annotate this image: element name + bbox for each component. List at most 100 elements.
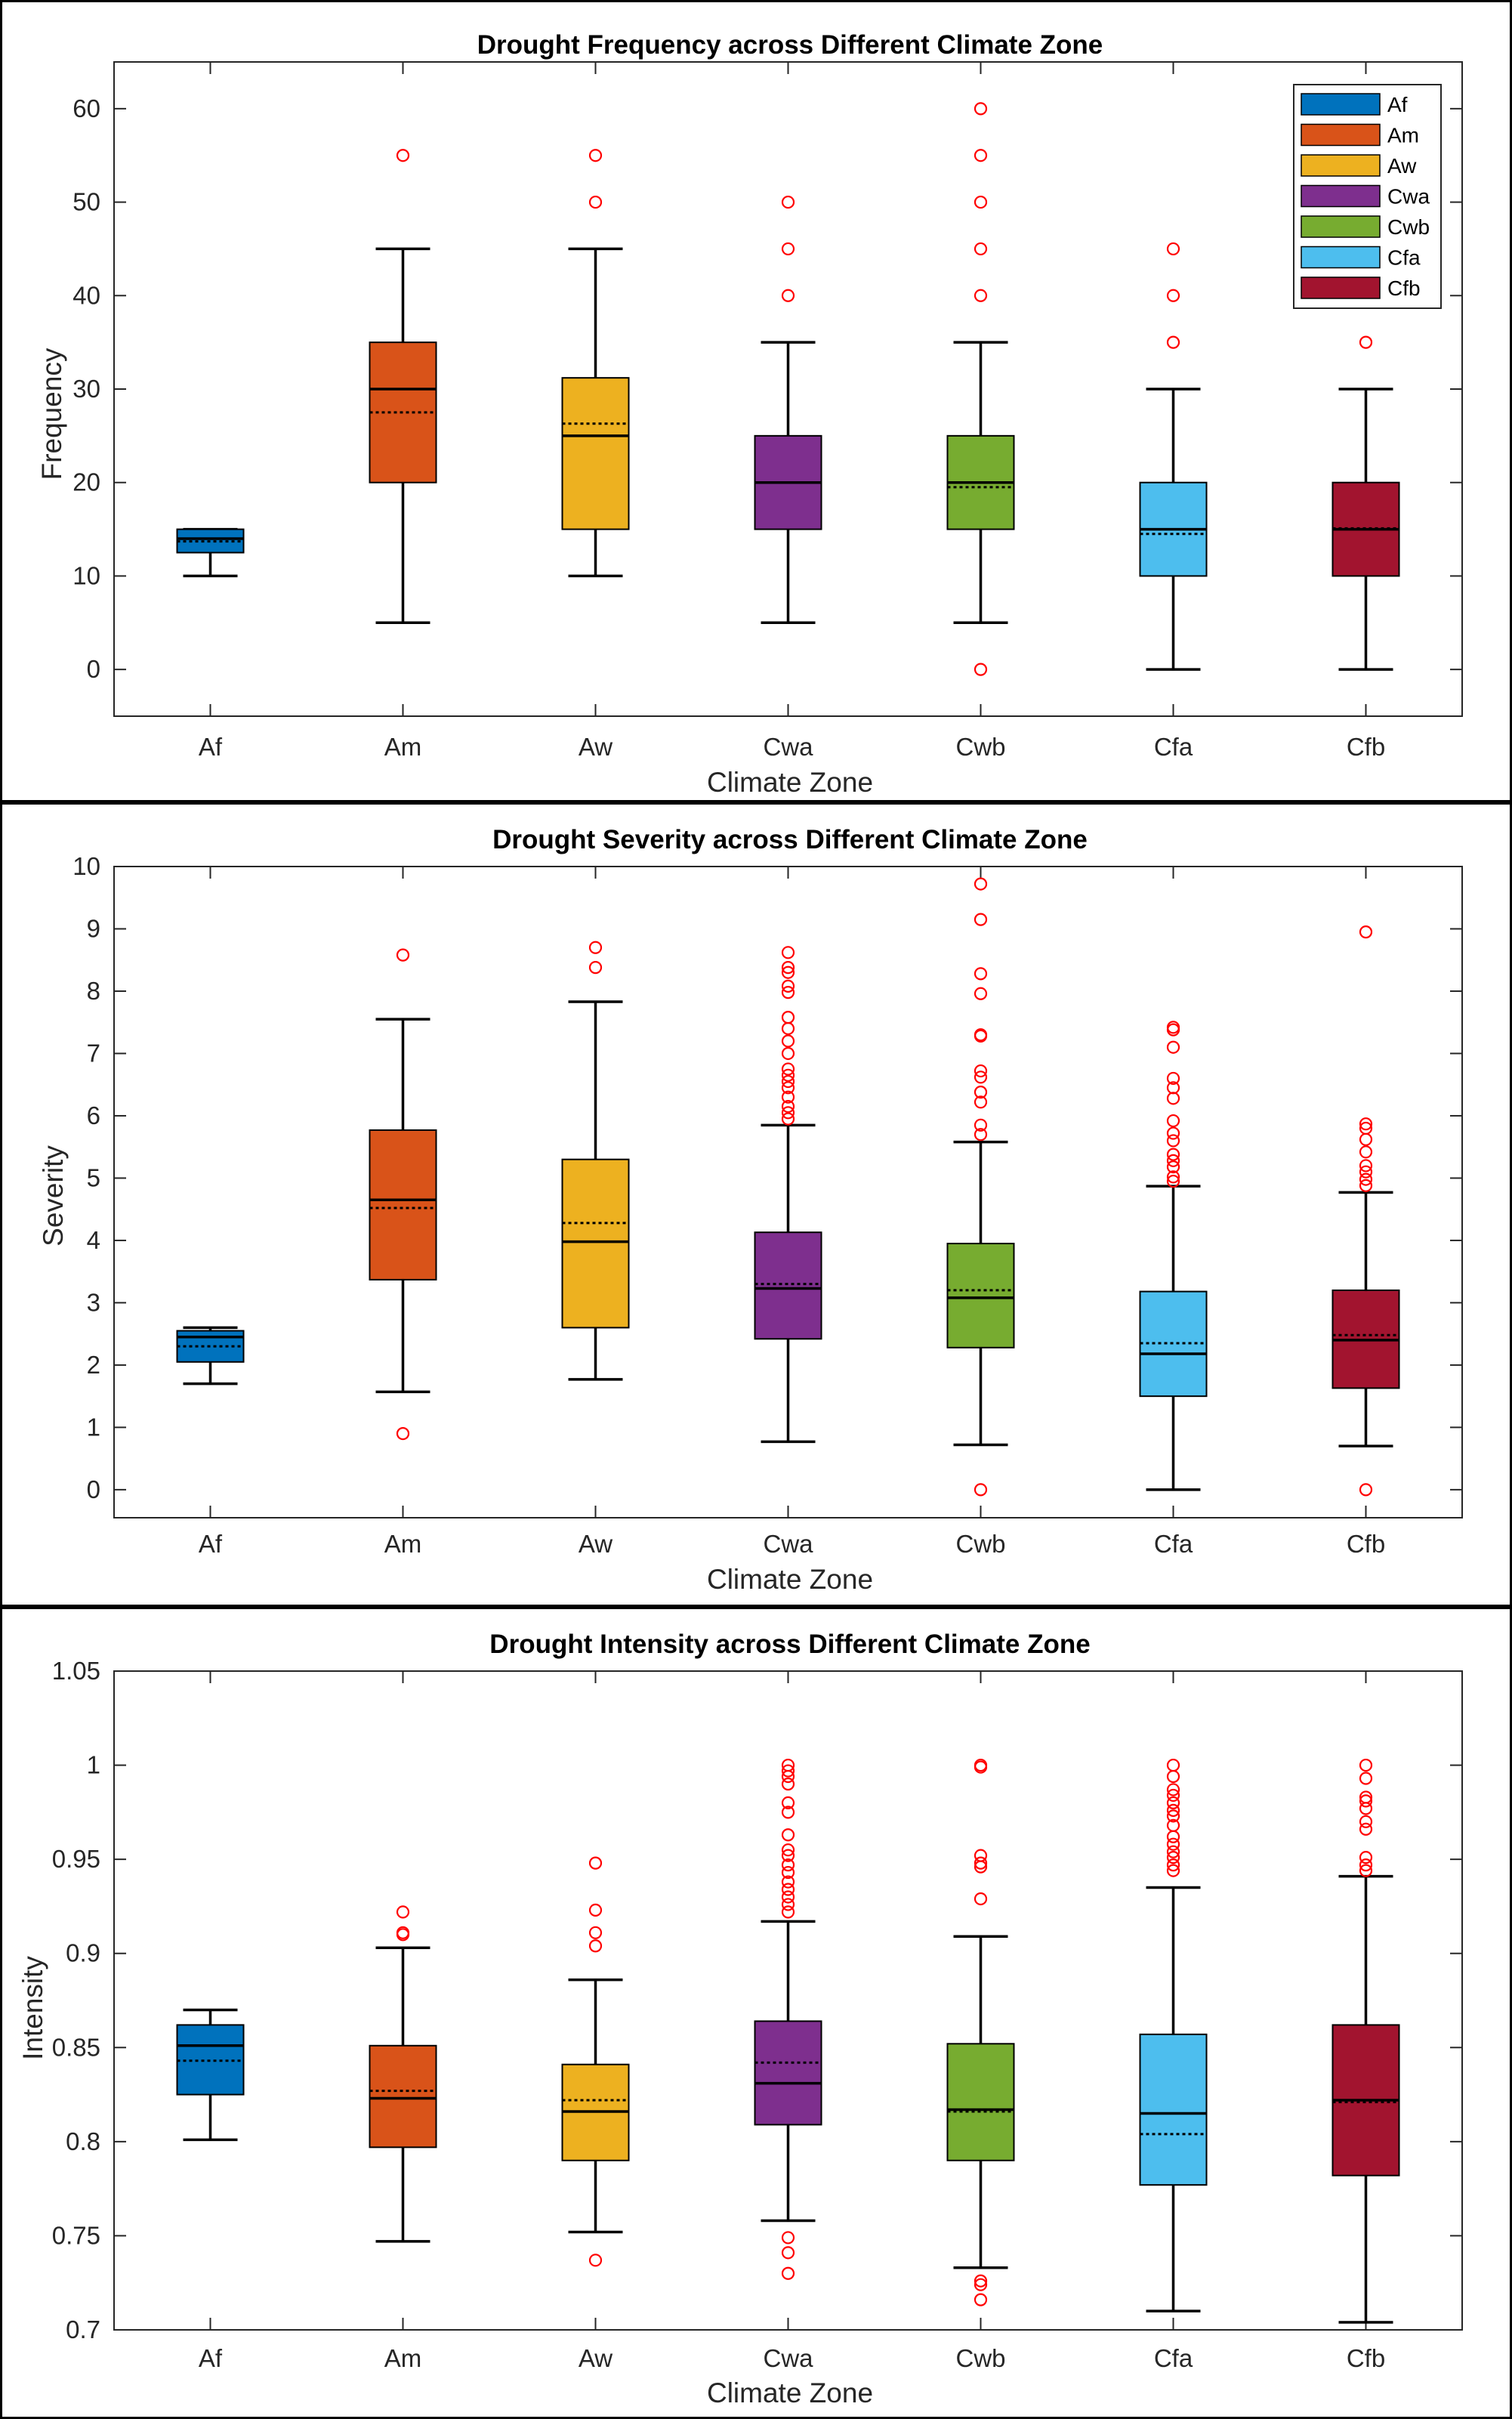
frequency-x-tick-label: Af xyxy=(199,733,223,761)
outlier-point xyxy=(781,1777,795,1791)
severity-x-tick-label: Aw xyxy=(579,1530,613,1558)
intensity-chart: Drought Intensity across Different Clima… xyxy=(17,1630,1463,2408)
severity-box-am xyxy=(369,948,437,1441)
outlier-point xyxy=(974,1095,988,1109)
frequency-box-aw xyxy=(561,149,630,578)
outlier-point xyxy=(974,1483,988,1497)
frequency-x-tick-label: Aw xyxy=(579,733,613,761)
outlier-point xyxy=(1359,1117,1373,1131)
frequency-x-tick-label: Cfb xyxy=(1347,733,1385,761)
outlier-point xyxy=(588,941,603,954)
outlier-point xyxy=(974,2274,988,2288)
intensity-x-tick-label: Af xyxy=(199,2344,223,2372)
intensity-plot-area: 0.7 0.75 0.8 0.85 0.9 0.95 1 1.05 Af Am Aw Cwa Cwb Cf… xyxy=(52,1657,1463,2372)
frequency-x-tick-label: Cwa xyxy=(763,733,813,761)
severity-x-tick-label: Cfa xyxy=(1154,1530,1193,1558)
outlier-point xyxy=(588,1856,603,1870)
severity-y-tick-label: 10 xyxy=(73,852,100,880)
intensity-x-tick-label: Cfb xyxy=(1347,2344,1385,2372)
outlier-point xyxy=(781,1074,795,1089)
outlier-point xyxy=(974,1856,988,1870)
intensity-box-cfa xyxy=(1139,1758,1208,2312)
outlier-point xyxy=(781,1034,795,1048)
outlier-point xyxy=(781,965,795,979)
frequency-legend: Af Am Aw Cwa Cwb Cfa Cfb xyxy=(1293,84,1442,309)
outlier-point xyxy=(588,2254,603,2267)
outlier-point xyxy=(396,1427,410,1441)
outlier-point xyxy=(1166,1864,1180,1877)
outlier-point xyxy=(974,1118,988,1132)
intensity-y-axis-label: Intensity xyxy=(17,1956,48,2060)
legend-label-aw: Aw xyxy=(1387,154,1417,178)
legend-label-cfa: Cfa xyxy=(1387,246,1421,270)
intensity-chart-title: Drought Intensity across Different Clima… xyxy=(489,1630,1090,1659)
box-iqr xyxy=(946,2043,1015,2161)
outlier-point xyxy=(1359,1121,1373,1135)
outlier-point xyxy=(1359,1483,1373,1497)
intensity-x-tick-label: Aw xyxy=(579,2344,613,2372)
legend-swatch-cwa xyxy=(1301,184,1381,208)
frequency-y-axis-label: Frequency xyxy=(36,348,67,480)
outlier-point xyxy=(396,149,410,162)
severity-x-tick-label: Cwa xyxy=(763,1530,813,1558)
frequency-x-tick-label: Cfa xyxy=(1154,733,1193,761)
outlier-point xyxy=(1166,1809,1180,1823)
outlier-point xyxy=(781,195,795,209)
outlier-point xyxy=(1166,1148,1180,1161)
outlier-point xyxy=(781,1905,795,1919)
outlier-point xyxy=(781,961,795,975)
severity-box-cwb xyxy=(946,877,1015,1497)
outlier-point xyxy=(1359,1772,1373,1785)
severity-y-tick-label: 1 xyxy=(87,1413,100,1441)
frequency-box-am xyxy=(369,149,437,625)
outlier-point xyxy=(974,195,988,209)
outlier-point xyxy=(1359,1822,1373,1836)
intensity-x-tick-label: Cwb xyxy=(955,2344,1005,2372)
outlier-point xyxy=(1359,925,1373,939)
outlier-point xyxy=(1166,1769,1180,1784)
severity-x-axis-label: Climate Zone xyxy=(707,1564,873,1595)
outlier-point xyxy=(1166,1788,1180,1803)
severity-x-tick-label: Af xyxy=(199,1530,223,1558)
outlier-point xyxy=(1359,1758,1373,1772)
outlier-point xyxy=(974,1758,988,1772)
outlier-point xyxy=(781,1858,795,1872)
intensity-y-tick-label: 0.75 xyxy=(52,2221,100,2249)
outlier-point xyxy=(974,913,988,926)
frequency-x-tick-label: Cwb xyxy=(955,733,1005,761)
severity-x-tick-label: Am xyxy=(384,1530,422,1558)
outlier-point xyxy=(1166,1837,1180,1851)
outlier-point xyxy=(1166,1126,1180,1140)
severity-y-tick-label: 2 xyxy=(87,1351,100,1379)
legend-label-cwa: Cwa xyxy=(1387,185,1430,209)
frequency-x-tick-label: Am xyxy=(384,733,422,761)
frequency-box-af xyxy=(176,527,245,578)
outlier-point xyxy=(781,946,795,959)
box-iqr xyxy=(754,1231,822,1340)
box-iqr xyxy=(946,1243,1015,1349)
outlier-point xyxy=(1166,1803,1180,1817)
outlier-point xyxy=(781,2266,795,2280)
outlier-point xyxy=(1359,1864,1373,1877)
intensity-x-tick-label: Cwa xyxy=(763,2344,813,2372)
frequency-chart-title: Drought Frequency across Different Clima… xyxy=(477,30,1103,60)
severity-chart: Drought Severity across Different Climat… xyxy=(38,825,1463,1595)
outlier-point xyxy=(781,1090,795,1104)
outlier-point xyxy=(974,2293,988,2306)
outlier-point xyxy=(1166,1851,1180,1864)
box-iqr xyxy=(369,1129,437,1281)
outlier-point xyxy=(1359,1790,1373,1804)
outlier-point xyxy=(1166,1134,1180,1148)
outlier-point xyxy=(1359,335,1373,349)
outlier-point xyxy=(588,961,603,975)
legend-label-am: Am xyxy=(1387,124,1419,147)
outlier-point xyxy=(781,2246,795,2260)
outlier-point xyxy=(781,1843,795,1857)
frequency-box-cwb xyxy=(946,102,1015,676)
outlier-point xyxy=(974,102,988,116)
outlier-point xyxy=(1359,1851,1373,1864)
outlier-point xyxy=(1359,1858,1373,1872)
outlier-point xyxy=(1166,1160,1180,1174)
outlier-point xyxy=(781,242,795,256)
severity-box-aw xyxy=(561,941,630,1381)
